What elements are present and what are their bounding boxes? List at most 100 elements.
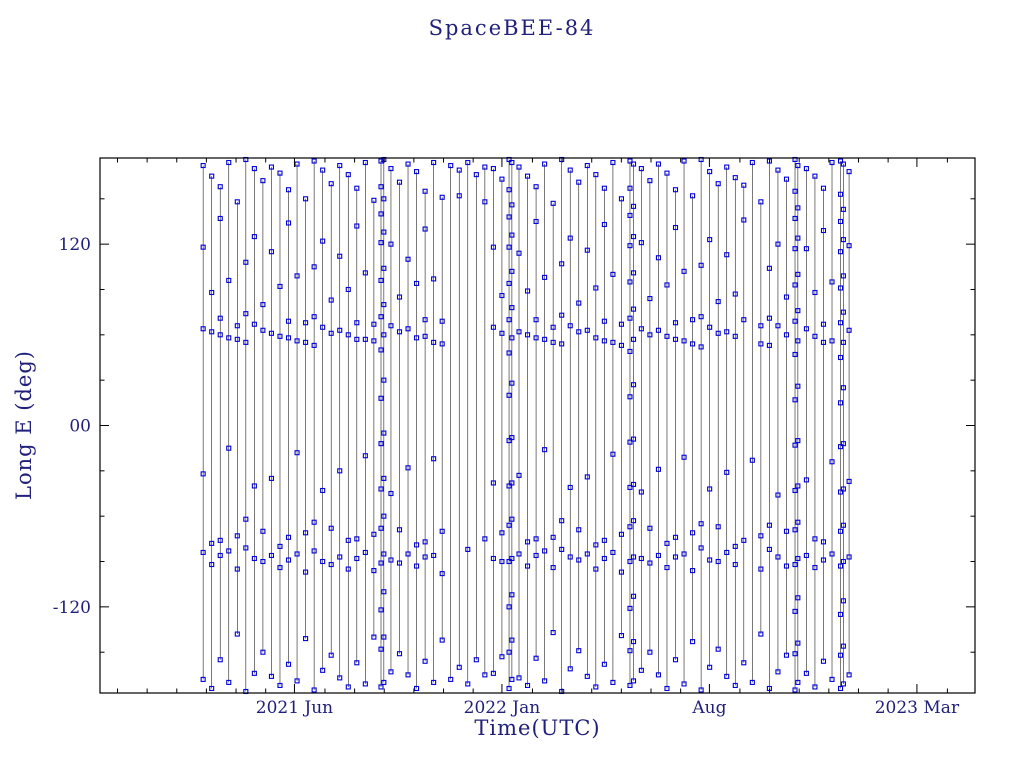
data-point-marker <box>328 330 334 336</box>
data-point-marker <box>655 552 661 559</box>
data-point-marker <box>715 524 721 530</box>
data-point-marker <box>371 568 377 574</box>
data-point-marker <box>610 271 616 277</box>
data-point-marker <box>251 483 257 489</box>
data-point-marker <box>559 518 565 524</box>
data-point-marker <box>378 314 384 320</box>
data-point-marker <box>630 593 637 599</box>
data-point-marker <box>303 530 309 536</box>
data-point-marker <box>672 320 679 326</box>
data-point-marker <box>630 481 637 487</box>
data-point-marker <box>655 161 661 167</box>
data-point-marker <box>506 350 512 356</box>
data-point-marker <box>707 237 713 243</box>
data-point-marker <box>268 330 274 336</box>
data-point-marker <box>840 237 846 243</box>
data-point-marker <box>311 264 317 270</box>
data-point-marker <box>627 212 633 218</box>
data-point-marker <box>795 308 801 314</box>
data-point-marker <box>251 670 257 676</box>
data-point-marker <box>378 441 384 447</box>
data-point-marker <box>378 684 384 690</box>
data-point-marker <box>378 560 384 566</box>
data-point-marker <box>371 338 377 344</box>
data-point-marker <box>681 551 687 557</box>
data-point-marker <box>792 246 798 252</box>
data-point-marker <box>490 555 496 562</box>
data-point-marker <box>506 685 512 692</box>
data-point-marker <box>775 492 781 498</box>
data-point-marker <box>388 669 394 675</box>
data-point-marker <box>672 187 679 193</box>
data-point-marker <box>371 197 377 203</box>
data-point-marker <box>812 173 818 179</box>
data-point-marker <box>664 685 670 692</box>
data-point-marker <box>766 546 772 552</box>
data-point-marker <box>681 681 687 687</box>
data-point-marker <box>354 555 360 562</box>
data-point-marker <box>792 561 798 568</box>
data-point-marker <box>378 240 384 246</box>
data-point-marker <box>337 468 343 474</box>
data-point-marker <box>795 163 801 169</box>
data-point-marker <box>405 672 411 678</box>
data-point-marker <box>627 279 633 285</box>
data-point-marker <box>820 321 827 327</box>
data-point-marker <box>509 232 515 238</box>
data-point-marker <box>509 516 515 522</box>
data-point-marker <box>655 466 661 472</box>
data-point-marker <box>775 554 781 560</box>
data-point-marker <box>506 280 512 286</box>
data-point-marker <box>584 163 590 169</box>
data-point-marker <box>490 166 496 172</box>
data-point-marker <box>251 166 257 172</box>
data-point-marker <box>618 196 624 202</box>
data-point-marker <box>226 159 232 166</box>
data-point-marker <box>378 347 384 353</box>
data-point-marker <box>482 536 488 542</box>
data-point-marker <box>337 253 343 259</box>
data-point-marker <box>217 332 223 338</box>
data-point-marker <box>243 259 249 265</box>
data-point-marker <box>749 159 755 166</box>
data-point-marker <box>647 560 653 566</box>
data-point-marker <box>630 203 637 209</box>
data-point-marker <box>627 158 633 164</box>
data-point-marker <box>509 159 515 166</box>
data-point-marker <box>482 164 488 170</box>
data-point-marker <box>698 521 704 527</box>
data-point-marker <box>422 539 428 545</box>
data-point-marker <box>724 329 730 335</box>
data-point-marker <box>638 166 644 172</box>
data-point-marker <box>559 261 565 267</box>
data-point-marker <box>550 534 556 540</box>
data-point-marker <box>396 560 403 566</box>
data-point-marker <box>576 557 582 563</box>
data-point-marker <box>378 184 384 190</box>
data-point-marker <box>576 300 582 306</box>
data-point-marker <box>328 297 334 303</box>
data-point-marker <box>294 450 300 456</box>
data-point-marker <box>260 302 266 308</box>
data-point-marker <box>550 200 556 206</box>
data-point-marker <box>690 317 696 323</box>
data-point-marker <box>630 336 637 342</box>
data-point-marker <box>362 159 368 166</box>
data-point-marker <box>630 436 637 442</box>
data-point-marker <box>509 305 515 311</box>
data-point-marker <box>311 548 317 554</box>
data-point-marker <box>396 179 403 185</box>
data-point-marker <box>405 326 411 332</box>
data-point-marker <box>630 161 637 167</box>
data-point-marker <box>533 184 539 190</box>
data-point-marker <box>741 660 747 666</box>
data-point-marker <box>381 430 387 436</box>
data-point-marker <box>783 652 790 658</box>
data-point-marker <box>209 289 215 296</box>
data-point-marker <box>627 394 633 400</box>
data-point-marker <box>506 558 512 565</box>
data-point-marker <box>381 377 387 383</box>
data-point-marker <box>664 282 670 288</box>
data-point-marker <box>724 549 730 555</box>
